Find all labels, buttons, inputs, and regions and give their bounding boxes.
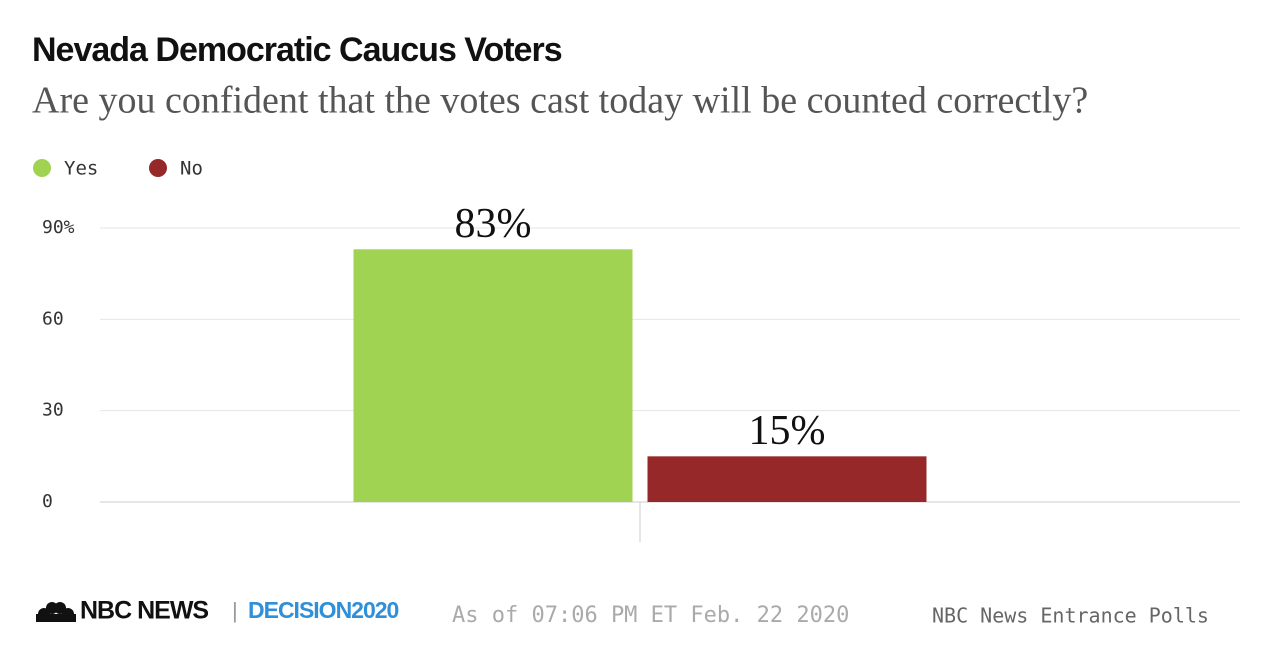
bar xyxy=(353,249,633,502)
nbc-peacock xyxy=(36,602,76,622)
brand: NBC NEWS xyxy=(80,597,208,625)
legend-swatch xyxy=(33,159,51,177)
y-tick-label: 60 xyxy=(42,308,64,329)
legend-label: Yes xyxy=(64,158,98,180)
source: NBC News Entrance Polls xyxy=(932,604,1209,628)
divider: | xyxy=(232,598,238,623)
value-label: 15% xyxy=(749,408,826,454)
logo: DECISION2020 xyxy=(248,597,399,623)
chart-title: Nevada Democratic Caucus Voters xyxy=(32,31,562,69)
y-tick-label: 90% xyxy=(42,217,75,238)
timestamp: As of 07:06 PM ET Feb. 22 2020 xyxy=(452,603,849,628)
value-label: 83% xyxy=(455,201,532,247)
bar xyxy=(647,456,927,502)
y-tick-label: 0 xyxy=(42,491,53,512)
y-tick-label: 30 xyxy=(42,400,64,421)
legend-label: No xyxy=(180,158,203,180)
legend-swatch xyxy=(149,159,167,177)
chart-subtitle: Are you confident that the votes cast to… xyxy=(32,80,1088,122)
